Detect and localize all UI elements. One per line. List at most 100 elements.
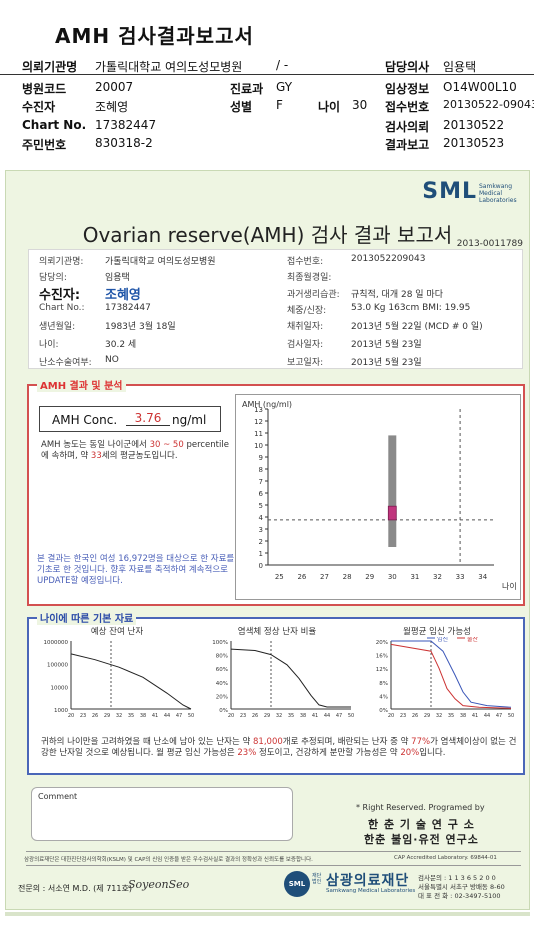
cap-accreditation: CAP Accredited Laboratory. 69844-01 [394, 855, 497, 861]
patient-info-box: 의뢰기관명: 가톨릭대학교 여의도성모병원 담당의: 임용택 수진자: 조혜영 … [28, 249, 523, 369]
amh-x-tick-label: 33 [456, 573, 465, 581]
summary-s1: 귀하의 나이만을 고려하였을 때 난소에 남아 있는 난자는 약 [41, 737, 251, 747]
mini-x-tick-label: 35 [448, 713, 454, 719]
header-value-hospital-code: 20007 [95, 80, 134, 94]
normal-egg-ratio-chart: 염색체 정상 난자 비율 100% 80% 60% 40% 20% 0% 20 23 26 29 3… [197, 625, 357, 729]
report-document: SML Samkwang Medical Laboratories Ovaria… [5, 170, 530, 910]
mini-y-tick-label: 16% [376, 654, 388, 660]
legend-birth-label: 출산 [467, 637, 479, 643]
mini-x-tick-label: 38 [460, 713, 466, 719]
info-label-chart-no: Chart No.: [39, 303, 85, 313]
amh-y-tick-label: 13 [254, 406, 263, 414]
info-value-collection-date: 2013년 5월 22일 (MCD # 0 일) [351, 322, 483, 332]
amh-conc-value: 3.76 [126, 411, 170, 426]
amh-x-tick-label: 32 [433, 573, 442, 581]
header-value-age: 30 [352, 98, 368, 112]
amh-desc-b: percentile에 속하며, 약 [41, 440, 229, 461]
bottom-bar [5, 912, 530, 916]
amh-y-tick-label: 1 [259, 550, 263, 558]
info-value-institution: 가톨릭대학교 여의도성모병원 [105, 257, 216, 267]
remaining-eggs-chart: 예상 잔여 난자 1000000 100000 10000 1000 20 23 26 29 3… [37, 625, 197, 729]
basic-section-label: 나이에 따른 기본 자료 [37, 610, 137, 625]
mini-x-tick-label: 23 [80, 713, 86, 719]
mini-y-tick-label: 100000 [47, 663, 68, 669]
amh-y-tick-label: 12 [254, 418, 263, 426]
mini-x-tick-label: 41 [312, 713, 318, 719]
amh-conc-box: AMH Conc. 3.76 ng/ml [39, 406, 221, 432]
report-title: Ovarian reserve(AMH) 검사 결과 보고서 [82, 223, 453, 247]
amh-y-tick-label: 5 [259, 502, 263, 510]
info-value-receipt-no: 2013052209043 [351, 254, 426, 264]
mini-y-tick-label: 8% [379, 681, 388, 687]
amh-x-tick-label: 26 [297, 573, 306, 581]
amh-x-tick-label: 31 [410, 573, 419, 581]
amh-y-tick-label: 4 [259, 514, 264, 522]
org-logo-icon: SML [284, 871, 310, 897]
normal-egg-ratio-svg: 100% 80% 60% 40% 20% 0%20 23 26 29 32 35 38 41 44 47 50 [212, 640, 354, 719]
info-value-birthdate: 1983년 3월 18일 [105, 322, 176, 332]
summary-normal-pct: 77% [411, 737, 431, 747]
normal-egg-ratio-title: 염색체 정상 난자 비율 [237, 627, 317, 637]
mini-x-tick-label: 29 [424, 713, 430, 719]
header-value-request-date: 20130522 [443, 118, 505, 132]
amh-x-tick-label: 34 [478, 573, 487, 581]
info-label-ovary-surgery: 난소수술여부: [39, 358, 92, 368]
amh-x-tick-label: 30 [388, 573, 397, 581]
mini-y-tick-label: 1000000 [44, 640, 69, 646]
certification-note: 삼광의료재단은 대한진단검사의학회(KSLM) 및 CAP의 신임 인증을 받은… [24, 857, 313, 863]
mini-x-tick-label: 38 [300, 713, 306, 719]
info-value-chart-no: 17382447 [105, 303, 151, 313]
footer-divider-2 [26, 865, 521, 866]
amh-y-tick-label: 10 [254, 442, 263, 450]
mini-x-tick-label: 32 [436, 713, 442, 719]
header-label-age: 나이 [318, 100, 341, 114]
org-type: 재단 법인 [312, 873, 322, 885]
info-label-receipt-no: 접수번호: [287, 257, 324, 267]
info-label-institution: 의뢰기관명: [39, 257, 84, 267]
info-label-collection-date: 채취일자: [287, 322, 324, 332]
info-value-age: 30.2 세 [105, 340, 137, 350]
mini-x-tick-label: 44 [164, 713, 170, 719]
info-value-report-date: 2013년 5월 23일 [351, 358, 422, 368]
basic-data-section: 나이에 따른 기본 자료 예상 잔여 난자 1000000 100000 10000… [27, 610, 525, 775]
summary-s5: 입니다. [419, 748, 446, 758]
info-label-test-date: 검사일자: [287, 340, 324, 350]
mini-y-tick-label: 80% [216, 654, 228, 660]
mini-x-tick-label: 50 [188, 713, 194, 719]
header-value-clinical-info: O14W00L10 [443, 80, 517, 94]
mini-y-tick-label: 0% [219, 708, 228, 714]
mini-x-tick-label: 35 [288, 713, 294, 719]
amh-x-tick-label: 25 [275, 573, 284, 581]
mini-x-tick-label: 47 [336, 713, 342, 719]
mini-y-tick-label: 4% [379, 694, 388, 700]
mini-x-tick-label: 38 [140, 713, 146, 719]
mini-x-tick-label: 26 [92, 713, 98, 719]
info-label-age: 나이: [39, 340, 59, 350]
mini-x-tick-label: 50 [508, 713, 514, 719]
org-contact: 검사문의 : 1 1 3 6 5 2 0 0 서울특별시 서초구 방배동 8-6… [418, 874, 528, 901]
header-label-hospital-code: 병원코드 [22, 82, 67, 96]
header-label-institution: 의뢰기관명 [22, 60, 78, 74]
mini-x-tick-label: 20 [228, 713, 234, 719]
mini-x-tick-label: 32 [116, 713, 122, 719]
legend-pregnancy-label: 임신 [437, 637, 448, 643]
mini-x-tick-label: 32 [276, 713, 282, 719]
basic-data-summary: 귀하의 나이만을 고려하였을 때 난소에 남아 있는 난자는 약 81,000개… [41, 737, 517, 759]
mini-x-tick-label: 23 [240, 713, 246, 719]
info-label-report-date: 보고일자: [287, 358, 324, 368]
mini-y-tick-label: 100% [212, 640, 228, 646]
header-label-resident-no: 주민번호 [22, 138, 67, 152]
report-number: 2013-0011789 [456, 239, 523, 249]
mini-x-tick-label: 20 [68, 713, 74, 719]
sml-logo-subtitle: Samkwang Medical Laboratories [479, 183, 517, 204]
amh-avg-age: 33 [90, 451, 102, 461]
mini-x-tick-label: 47 [176, 713, 182, 719]
amh-y-tick-label: 3 [259, 526, 263, 534]
mini-series-line [391, 640, 512, 708]
amh-age-chart: AMH (ng/ml) 나이 0 1 2 3 4 5 6 7 8 9 10 11 12 13 25 26 27 2… [235, 394, 521, 600]
info-value-ovary-surgery: NO [105, 355, 119, 365]
summary-birth-pct: 20% [400, 748, 420, 758]
header-label-patient: 수진자 [22, 100, 56, 114]
specialist: 전문의 : 서소연 M.D. (제 711호) [18, 884, 132, 893]
